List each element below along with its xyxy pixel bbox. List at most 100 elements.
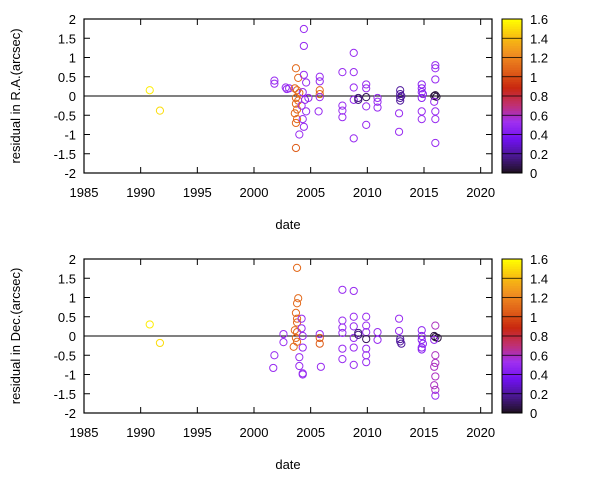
data-point	[338, 316, 347, 325]
colorbar-band	[502, 98, 522, 102]
x-tick-label: 2005	[296, 185, 325, 200]
colorbar-band	[502, 43, 522, 46]
colorbar-band	[502, 122, 522, 126]
colorbar-band	[502, 261, 522, 265]
y-tick-label: -1	[64, 128, 76, 143]
colorbar-band	[502, 64, 522, 68]
colorbar-tick-label: 1	[530, 310, 537, 325]
data-point	[396, 93, 405, 103]
data-point	[315, 339, 324, 348]
data-point	[315, 93, 324, 102]
data-point	[349, 48, 358, 57]
colorbar-band	[502, 132, 522, 135]
colorbar-band	[502, 292, 522, 296]
colorbar-band	[502, 321, 522, 325]
colorbar-band	[502, 151, 522, 155]
data-point	[270, 351, 279, 360]
colorbar-band	[502, 393, 522, 397]
colorbar-band	[502, 314, 522, 318]
colorbar-band	[502, 336, 522, 339]
colorbar-band	[502, 367, 522, 371]
colorbar-band	[502, 52, 522, 56]
colorbar-band	[502, 287, 522, 291]
y-tick-label: 0.5	[58, 310, 76, 325]
data-point	[291, 99, 301, 108]
colorbar-band	[502, 372, 522, 375]
colorbar-band	[502, 81, 522, 85]
data-point	[430, 331, 439, 341]
colorbar-tick-label: 0.6	[530, 108, 548, 123]
data-point	[373, 335, 382, 344]
x-tick-label: 2000	[240, 425, 269, 440]
data-point	[302, 107, 311, 116]
colorbar-band	[502, 364, 522, 368]
colorbar-band	[502, 381, 522, 385]
data-point	[279, 329, 288, 339]
data-point	[362, 321, 371, 330]
data-point	[394, 109, 404, 118]
colorbar-band	[502, 168, 522, 172]
colorbar-band	[502, 362, 522, 366]
colorbar-band	[502, 299, 522, 303]
data-point	[145, 86, 154, 95]
y-tick-label: 1	[69, 291, 76, 306]
colorbar-band	[502, 112, 522, 116]
colorbar-band	[502, 384, 522, 388]
colorbar-band	[502, 290, 522, 294]
colorbar-band	[502, 93, 522, 97]
data-point	[397, 339, 406, 348]
data-point	[354, 93, 363, 103]
colorbar-band	[502, 57, 522, 61]
colorbar-band	[502, 386, 522, 390]
data-point	[155, 338, 165, 348]
colorbar-band	[502, 108, 522, 111]
y-tick-label: -1.5	[54, 387, 76, 402]
colorbar-band	[502, 379, 522, 383]
data-point	[373, 97, 382, 106]
colorbar-frame	[501, 18, 523, 174]
data-point	[338, 68, 347, 77]
colorbar-band	[502, 271, 522, 274]
data-point	[349, 68, 358, 77]
data-point	[354, 328, 363, 338]
data-point	[417, 107, 426, 116]
data-point	[397, 91, 406, 101]
colorbar-tick-label: 1.4	[530, 31, 548, 46]
colorbar-tick-label: 1	[530, 70, 537, 85]
colorbar-band	[502, 266, 522, 270]
colorbar-band	[502, 319, 522, 323]
x-axis-label: date	[275, 457, 300, 472]
plot-1: -2 -1.5 -1 -0.5 0 0.5 1 1.5 2 1985 1990 1995 2000 200…	[8, 12, 548, 232]
data-point	[431, 64, 440, 73]
plot-frame	[83, 18, 493, 174]
colorbar-band	[502, 302, 522, 306]
colorbar-band	[502, 76, 522, 80]
data-point	[417, 326, 426, 335]
data-point	[297, 324, 306, 333]
data-point	[431, 61, 440, 70]
x-tick-label: 2000	[240, 185, 269, 200]
colorbar-band	[502, 163, 522, 167]
colorbar-tick-label: 1.2	[530, 291, 548, 306]
colorbar-band	[502, 35, 522, 39]
data-point	[431, 75, 440, 84]
data-point	[292, 299, 302, 308]
x-tick-label: 2015	[410, 185, 439, 200]
y-axis-label: residual in Dec.(arcsec)	[8, 268, 23, 405]
colorbar-band	[502, 139, 522, 143]
colorbar-band	[502, 156, 522, 160]
colorbar-band	[502, 96, 522, 99]
data-point	[290, 109, 299, 118]
colorbar-band	[502, 369, 522, 373]
data-point	[431, 372, 440, 381]
data-point	[297, 314, 306, 323]
colorbar-band	[502, 136, 522, 140]
data-point	[362, 93, 371, 102]
colorbar-band	[502, 410, 522, 414]
data-point	[362, 334, 371, 344]
colorbar-band	[502, 23, 522, 27]
colorbar-band	[502, 141, 522, 145]
data-point	[315, 89, 324, 99]
colorbar-band	[502, 388, 522, 392]
